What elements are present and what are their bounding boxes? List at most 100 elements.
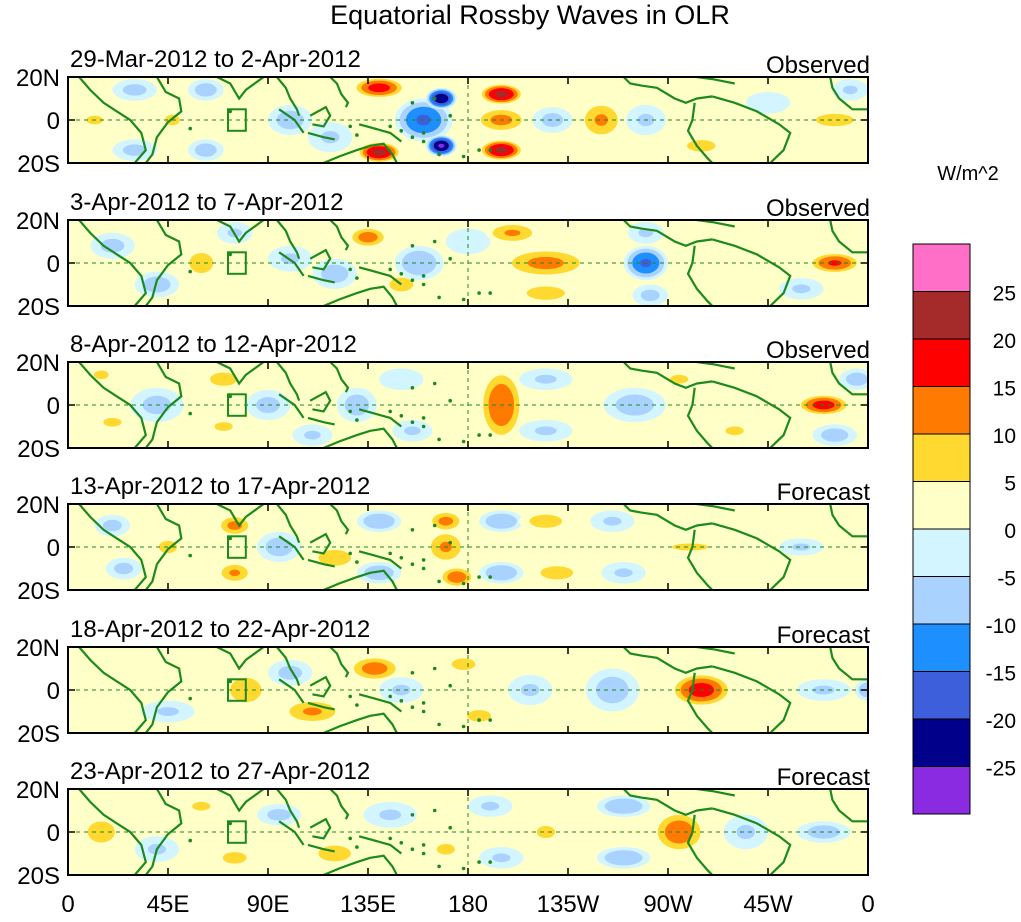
contour-fill — [615, 394, 654, 416]
contour-fill — [321, 131, 340, 144]
panel-plot-area — [68, 504, 868, 590]
island — [188, 838, 192, 843]
contour-fill — [358, 232, 378, 243]
y-tick-label: 0 — [47, 820, 60, 847]
coastline — [307, 701, 335, 711]
x-tick-label: 180 — [448, 891, 488, 918]
colorbar-tick-label: -5 — [997, 568, 1016, 591]
colorbar-tick-label: -20 — [986, 710, 1016, 733]
coastline — [78, 647, 148, 733]
anomaly-cell — [530, 562, 584, 584]
island — [399, 699, 404, 703]
island — [432, 239, 437, 244]
coastline — [309, 390, 332, 413]
coastline — [144, 504, 183, 590]
colorbar-tick-label: -15 — [986, 663, 1016, 686]
anomaly-cell — [292, 424, 333, 446]
contour-fill — [828, 260, 842, 266]
anomaly-cell — [81, 672, 144, 708]
island — [477, 860, 481, 864]
island — [437, 437, 441, 442]
contour-fill — [103, 417, 122, 427]
contour-fill — [640, 289, 660, 301]
island — [477, 291, 481, 295]
island — [448, 113, 453, 118]
y-tick-label: 20S — [17, 436, 60, 463]
island — [488, 718, 493, 722]
coastlines — [78, 220, 868, 306]
island — [488, 575, 493, 579]
island — [448, 398, 453, 403]
coastline — [686, 387, 714, 448]
contour-fill — [745, 92, 791, 114]
coastline — [686, 529, 714, 590]
anomaly-cell — [596, 847, 651, 869]
coastline — [144, 220, 183, 306]
chart-title: Equatorial Rossby Waves in OLR — [330, 0, 730, 30]
contour-fill — [368, 83, 390, 93]
anomaly-cell — [425, 87, 457, 110]
panel-status-label: Forecast — [777, 622, 871, 649]
anomaly-cell — [141, 700, 195, 723]
island — [188, 269, 192, 274]
coastline — [696, 220, 735, 228]
anomaly-cell — [212, 847, 257, 869]
colorbar-bin — [912, 338, 971, 387]
anomaly-cell — [779, 278, 824, 300]
island — [410, 278, 415, 282]
y-tick-label: 0 — [47, 251, 60, 278]
coastline — [329, 77, 350, 108]
coastline — [829, 362, 868, 396]
island — [388, 409, 393, 414]
contour-fill — [102, 519, 122, 532]
island — [477, 433, 481, 437]
island — [421, 416, 426, 420]
anomaly-cell — [808, 111, 862, 129]
x-tick-label: 0 — [61, 891, 74, 918]
island — [348, 551, 353, 556]
contour-fill — [222, 852, 247, 864]
anomaly-cell — [632, 284, 668, 306]
island — [188, 411, 192, 416]
x-tick-label: 90W — [643, 891, 693, 918]
contour-fill — [526, 286, 565, 300]
anomaly-cell — [356, 562, 402, 584]
anomaly-cell — [308, 544, 362, 571]
coastline — [358, 408, 402, 428]
island — [399, 841, 404, 845]
contour-fill — [379, 809, 402, 821]
contour-fill — [846, 372, 868, 386]
coastline — [712, 380, 792, 448]
island — [477, 575, 481, 579]
anomaly-cell — [523, 816, 568, 848]
colorbar-bin — [912, 243, 971, 292]
island — [432, 808, 437, 813]
island — [437, 722, 441, 727]
panel-status-label: Forecast — [777, 479, 871, 506]
panel-status-label: Observed — [766, 337, 870, 364]
coastline — [216, 362, 265, 386]
contour-fill — [404, 426, 421, 436]
anomaly-cell — [268, 659, 313, 686]
coastline — [144, 789, 183, 875]
y-tick-label: 20S — [17, 294, 60, 321]
island — [410, 101, 415, 105]
island — [421, 851, 426, 856]
island — [421, 709, 426, 714]
contour-fill — [792, 284, 811, 294]
contour-fill — [379, 368, 424, 390]
island — [348, 267, 353, 272]
contour-fill — [229, 569, 241, 576]
contour-fill — [534, 426, 557, 436]
island — [388, 551, 393, 556]
contour-fill — [401, 250, 437, 276]
island — [421, 139, 426, 144]
contour-fill — [318, 549, 351, 566]
coastline — [78, 220, 148, 306]
panel-period-label: 3-Apr-2012 to 7-Apr-2012 — [70, 189, 344, 216]
coastline — [276, 220, 301, 260]
coastline — [686, 245, 714, 306]
anomaly-cell — [445, 228, 491, 255]
island — [388, 694, 393, 699]
contour-fill — [594, 114, 608, 126]
